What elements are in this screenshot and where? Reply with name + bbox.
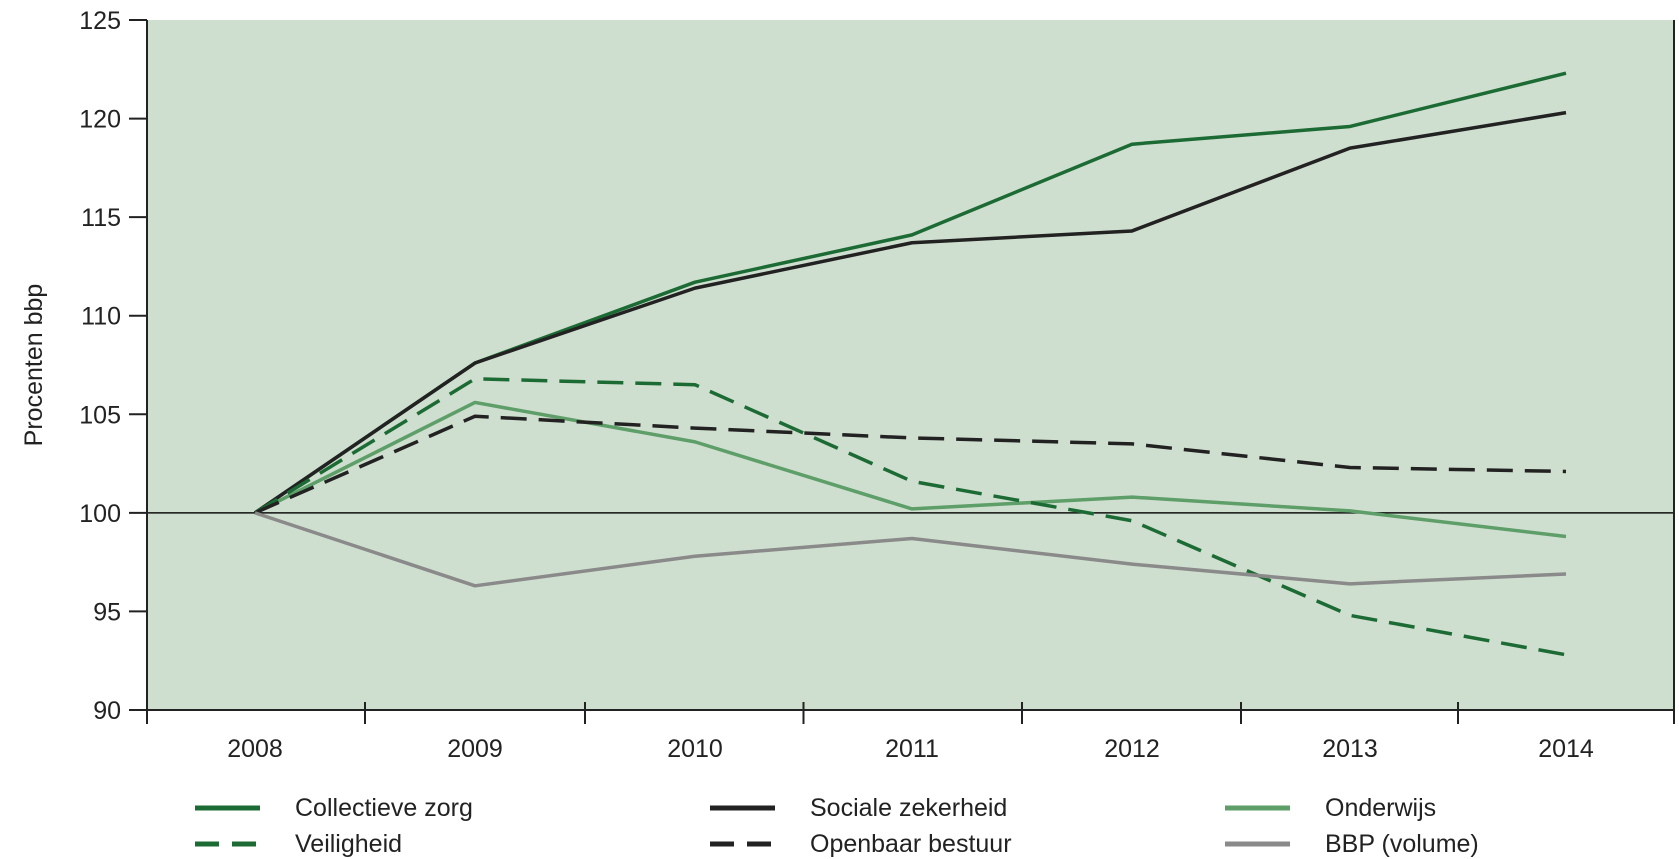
- y-tick-label: 115: [81, 204, 121, 232]
- legend-label: Collectieve zorg: [295, 794, 473, 822]
- plot-area: [147, 20, 1674, 710]
- legend-label: BBP (volume): [1325, 830, 1479, 858]
- legend-label: Onderwijs: [1325, 794, 1436, 822]
- legend: Collectieve zorg Sociale zekerheid Onderwi…: [195, 794, 1479, 858]
- legend-label: Sociale zekerheid: [810, 794, 1007, 822]
- series-line-sociale-zekerheid: [254, 110, 1567, 515]
- y-axis-label: Procenten bbp: [20, 284, 48, 447]
- y-tick-label: 100: [79, 500, 121, 528]
- x-tick-label: 2008: [227, 735, 283, 763]
- x-tick-label: 2009: [447, 735, 503, 763]
- series-line-bbp-volume: [254, 511, 1567, 588]
- x-tick-label: 2011: [885, 735, 939, 763]
- legend-label: Veiligheid: [295, 830, 402, 858]
- y-tick-label: 125: [79, 7, 121, 35]
- series-line-onderwijs: [254, 400, 1567, 539]
- x-tick-label: 2013: [1322, 735, 1378, 763]
- x-tick-label: 2012: [1104, 735, 1160, 763]
- y-tick-label: 90: [93, 697, 121, 725]
- y-tick-label: 105: [79, 401, 121, 429]
- y-tick-label: 110: [81, 303, 121, 331]
- series-line-openbaar-bestuur: [254, 414, 1567, 515]
- legend-label: Openbaar bestuur: [810, 830, 1012, 858]
- x-tick-label: 2010: [667, 735, 723, 763]
- x-tick-label: 2014: [1538, 735, 1594, 763]
- y-tick-label: 95: [93, 598, 121, 626]
- y-tick-label: 120: [79, 106, 121, 134]
